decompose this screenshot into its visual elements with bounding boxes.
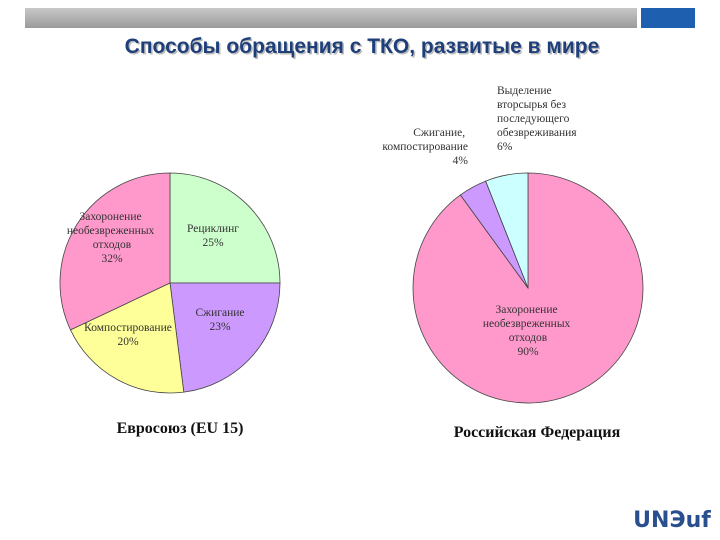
top-bar — [25, 8, 637, 28]
title-shadow: Способы обращения с ТКО, развитые в мире — [126, 37, 601, 60]
label-line: Рециклинг — [187, 223, 239, 235]
pie-slice — [412, 172, 644, 404]
label-line: Выделение — [497, 85, 554, 97]
slice-label: Компостирование — [84, 322, 172, 334]
slice-label: Сжигание, компостирование — [382, 127, 468, 153]
chart-caption: Евросоюз (EU 15) — [117, 420, 244, 437]
top-accent — [641, 8, 695, 28]
label-line: последующего — [497, 113, 572, 125]
slice-value-label: 6% — [497, 141, 513, 153]
label-line: Сжигание, — [413, 127, 468, 139]
slice-value-label: 23% — [209, 321, 231, 333]
label-line: отходов — [93, 239, 132, 251]
label-line: компостирование — [382, 141, 468, 153]
pie-slice — [485, 172, 529, 289]
label-line: вторсырья без — [497, 99, 569, 111]
logo: UNЭuf — [633, 508, 711, 533]
slice-value-label: 32% — [101, 253, 123, 265]
chart-caption: Российская Федерация — [454, 424, 621, 441]
slice-label: Рециклинг — [187, 223, 239, 235]
label-line: обезвреживания — [497, 127, 577, 139]
pie-slice — [69, 282, 185, 394]
label-line: отходов — [509, 332, 548, 344]
slice-label: Захоронение необезвреженных отходов — [483, 304, 573, 344]
label-line: необезвреженных — [483, 318, 573, 330]
label-line: Захоронение — [496, 304, 561, 316]
pie-slice — [169, 172, 281, 284]
slice-value-label: 90% — [517, 346, 539, 358]
slice-label: Захоронение необезвреженных отходов — [67, 211, 157, 251]
slice-label: Сжигание — [195, 307, 244, 319]
label-line: Компостирование — [84, 322, 172, 334]
slice-value-label: 25% — [202, 237, 224, 249]
label-line: Захоронение — [80, 211, 145, 223]
slice-value-label: 20% — [117, 336, 139, 348]
label-line: необезвреженных — [67, 225, 157, 237]
pie-slice — [169, 282, 281, 393]
label-line: Сжигание — [195, 307, 244, 319]
slide-title: Способы обращения с ТКО, развитые в мире — [125, 35, 600, 58]
pie-slice — [59, 172, 171, 331]
slice-label: Выделение вторсырья без последующего обе… — [497, 85, 577, 139]
slice-value-label: 4% — [453, 155, 469, 167]
